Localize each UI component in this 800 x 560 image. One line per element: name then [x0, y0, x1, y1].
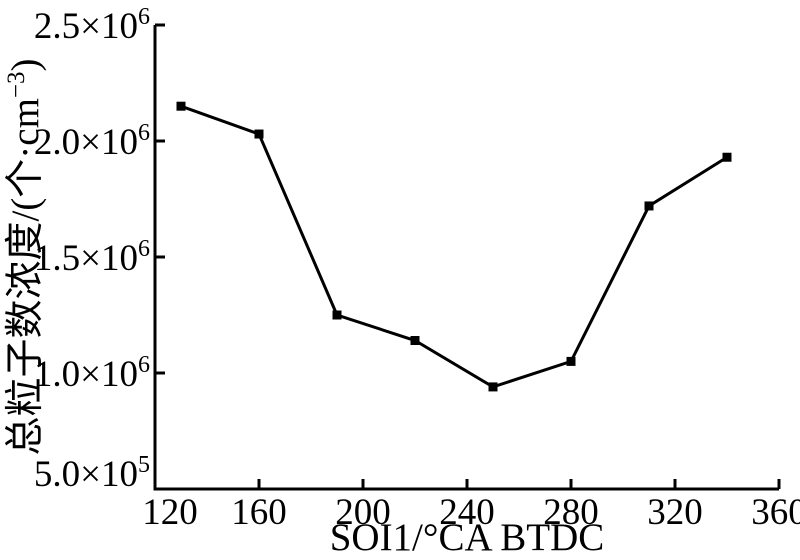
- data-point: [644, 201, 654, 211]
- x-tick-label: 360: [751, 492, 800, 533]
- data-point: [488, 382, 498, 392]
- x-tick-label: 120: [142, 492, 198, 533]
- y-tick-label-main: 2.0×10: [34, 122, 138, 163]
- y-axis-title-superscript: −3: [3, 71, 30, 98]
- y-tick-label-exponent: 6: [138, 236, 150, 262]
- y-tick-label: 5.0×105: [34, 452, 150, 495]
- y-tick-label-exponent: 6: [138, 120, 150, 146]
- y-tick-label-exponent: 6: [138, 4, 150, 30]
- y-tick-label: 1.0×106: [34, 352, 150, 395]
- y-axis-title: 总粒子数浓度/(个·cm−3): [3, 58, 47, 455]
- axis-frame: [153, 25, 779, 491]
- y-tick-label-main: 5.0×10: [34, 454, 138, 495]
- y-tick-label-main: 1.0×10: [34, 354, 138, 395]
- x-tick-label: 200: [335, 492, 391, 533]
- plot-line: [180, 104, 728, 389]
- y-tick-label: 1.5×106: [34, 236, 150, 279]
- x-tick-label: 280: [543, 492, 599, 533]
- data-point: [254, 129, 264, 139]
- tick-labels-group: 120 160 200 240 280 320 3605.0×1051.0×1061.5×1…: [34, 4, 800, 533]
- data-series-group: [176, 101, 732, 392]
- y-tick-label-exponent: 6: [138, 352, 150, 378]
- data-point: [722, 152, 732, 162]
- x-tick-label: 240: [439, 492, 495, 533]
- y-tick-label-exponent: 5: [138, 452, 150, 478]
- data-point: [176, 101, 186, 111]
- x-tick-label: 320: [647, 492, 703, 533]
- y-tick-label: 2.5×106: [34, 4, 150, 47]
- y-axis-title-main: 总粒子数浓度/(个·cm: [4, 98, 47, 455]
- x-tick-label: 160: [231, 492, 287, 533]
- data-point: [332, 310, 342, 320]
- y-tick-label: 2.0×106: [34, 120, 150, 163]
- y-tick-label-main: 2.5×10: [34, 6, 138, 47]
- y-axis-title-close-paren: ): [4, 58, 47, 71]
- data-point: [410, 336, 420, 346]
- axes-group: [153, 23, 781, 491]
- y-tick-label-main: 1.5×10: [34, 238, 138, 279]
- data-point: [566, 356, 576, 366]
- x-axis-title: SOI1/°CA BTDC: [330, 516, 605, 559]
